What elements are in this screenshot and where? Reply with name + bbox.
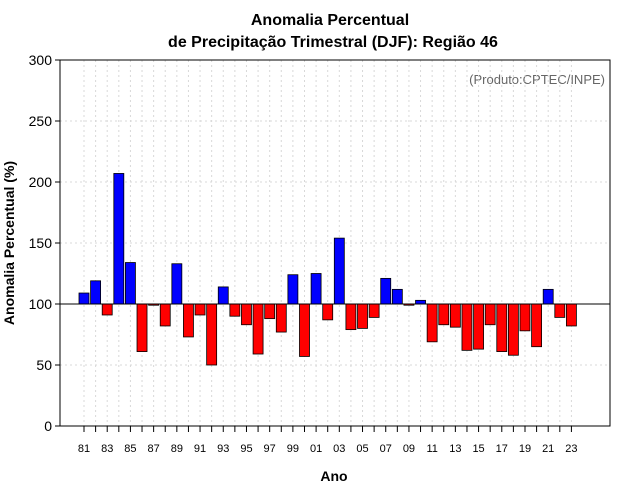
- bar-1996: [252, 303, 264, 355]
- x-axis-label: Ano: [320, 468, 347, 484]
- y-tick-label: 50: [36, 357, 52, 373]
- x-tick-label: 19: [519, 443, 531, 455]
- bar-2021: [542, 288, 554, 305]
- bar-1995: [241, 303, 252, 326]
- chart-title-line1: Anomalia Percentual: [251, 12, 409, 29]
- bar-1999: [287, 274, 299, 305]
- x-tick-label: 17: [496, 443, 508, 455]
- bar-2022: [554, 303, 566, 318]
- chart-title-line2: de Precipitação Trimestral (DJF): Região…: [168, 34, 498, 51]
- bar-2019: [519, 303, 531, 332]
- bar-1990: [183, 303, 194, 338]
- bar-2011: [426, 303, 438, 343]
- bar-2020: [531, 303, 542, 348]
- y-tick-label: 300: [29, 52, 53, 68]
- x-tick-label: 93: [217, 443, 229, 455]
- y-tick-label: 200: [29, 174, 53, 190]
- x-tick-label: 97: [264, 443, 276, 455]
- x-tick-label: 87: [148, 443, 160, 455]
- bar-2002: [322, 303, 334, 321]
- bar-1994: [229, 303, 241, 317]
- x-tick-label: 99: [287, 443, 299, 455]
- bar-2008: [391, 288, 403, 305]
- bar-1981: [78, 292, 90, 305]
- bars: [78, 173, 577, 366]
- bar-1989: [171, 263, 183, 305]
- x-tick-label: 01: [310, 443, 322, 455]
- bar-2014: [461, 303, 473, 351]
- y-tick-label: 250: [29, 113, 53, 129]
- bar-2005: [357, 303, 368, 329]
- bar-1993: [217, 286, 229, 305]
- bar-2017: [496, 303, 508, 352]
- x-tick-label: 91: [194, 443, 206, 455]
- x-tick-label: 95: [240, 443, 252, 455]
- y-axis-label: Anomalia Percentual (%): [1, 161, 17, 325]
- source-annotation: (Produto:CPTEC/INPE): [469, 72, 605, 87]
- x-tick-label: 89: [171, 443, 183, 455]
- y-tick-label: 100: [29, 296, 53, 312]
- x-tick-label: 85: [124, 443, 136, 455]
- x-tick-label: 21: [542, 443, 554, 455]
- bar-1984: [113, 173, 125, 305]
- bar-2004: [345, 303, 357, 331]
- bar-2013: [449, 303, 461, 328]
- x-tick-label: 13: [449, 443, 461, 455]
- bar-2010: [415, 299, 426, 305]
- bar-2018: [507, 303, 519, 356]
- bar-2016: [484, 303, 496, 326]
- bar-1991: [194, 303, 206, 316]
- bar-1986: [136, 303, 148, 352]
- bar-2007: [380, 277, 392, 305]
- x-tick-label: 03: [333, 443, 345, 455]
- x-tick-label: 11: [426, 443, 437, 455]
- x-tick-label: 83: [101, 443, 113, 455]
- bar-1985: [125, 262, 136, 305]
- bar-2001: [310, 273, 322, 305]
- bar-1982: [90, 280, 102, 305]
- bar-2012: [438, 303, 450, 326]
- x-tick-label: 07: [380, 443, 392, 455]
- bar-2006: [368, 303, 380, 318]
- x-tick-label: 23: [565, 443, 577, 455]
- x-tick-label: 15: [472, 443, 484, 455]
- y-tick-label: 150: [29, 235, 53, 251]
- bar-2023: [566, 303, 577, 327]
- bar-1997: [264, 303, 276, 320]
- bar-1983: [101, 303, 113, 316]
- x-tick-label: 81: [78, 443, 90, 455]
- x-tick-label: 09: [403, 443, 415, 455]
- bar-1992: [206, 303, 218, 366]
- bar-1998: [275, 303, 287, 333]
- x-tick-label: 05: [356, 443, 368, 455]
- bar-1988: [159, 303, 171, 327]
- y-tick-label: 0: [44, 418, 52, 434]
- bar-2000: [299, 303, 310, 357]
- bar-2015: [473, 303, 484, 350]
- bar-2003: [333, 237, 345, 305]
